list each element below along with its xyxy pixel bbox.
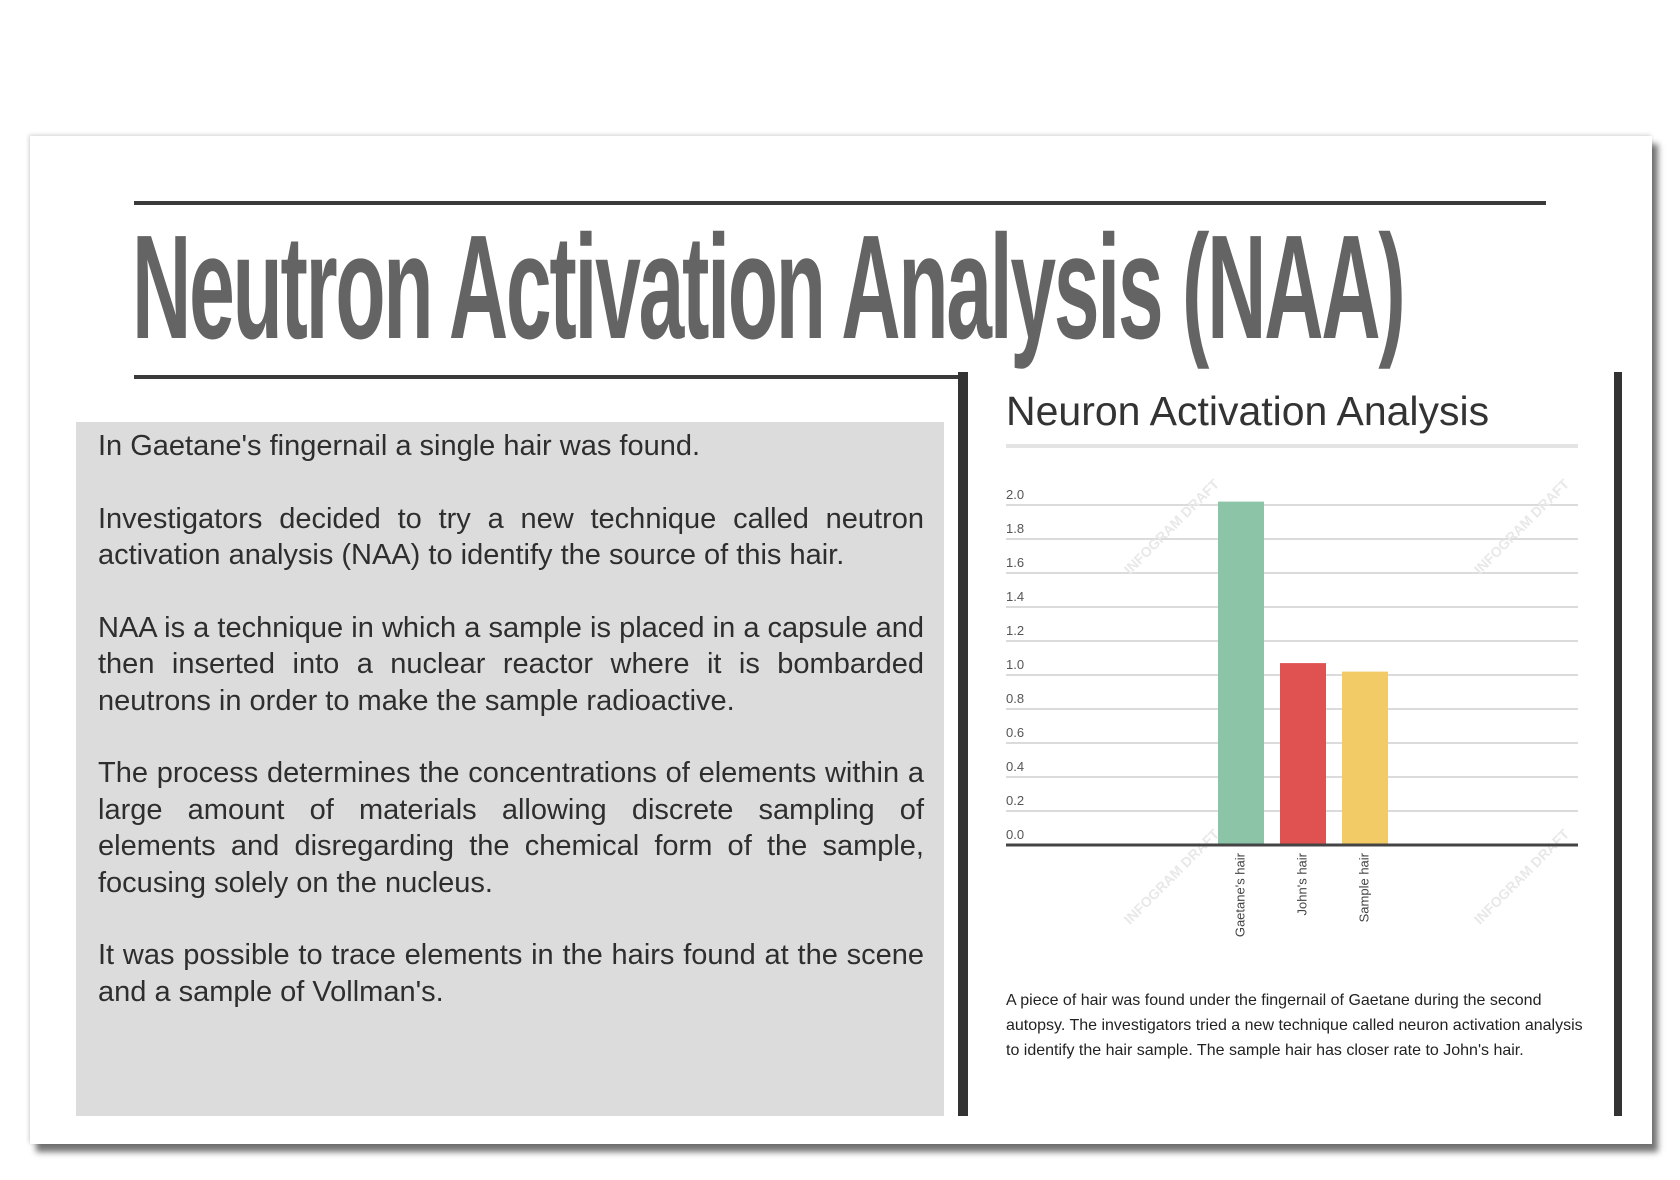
chart-caption: A piece of hair was found under the fing…: [1006, 992, 1583, 1059]
bar: [1342, 671, 1388, 845]
x-tick-label: John's hair: [1294, 852, 1309, 915]
paragraph-process: The process determines the concentration…: [98, 757, 924, 899]
title-underline: [134, 375, 966, 379]
y-tick-label: 0.8: [1006, 691, 1024, 706]
paragraph-investigators: Investigators decided to try a new techn…: [98, 502, 924, 572]
y-tick-label: 1.6: [1006, 555, 1024, 570]
bar: [1218, 501, 1264, 845]
y-tick-label: 2.0: [1006, 487, 1024, 502]
y-tick-label: 1.2: [1006, 623, 1024, 638]
watermark-text: INFOGRAM DRAFT: [1471, 475, 1573, 577]
paragraph-conclusion: It was possible to trace elements in the…: [98, 939, 924, 1008]
y-tick-label: 0.0: [1006, 827, 1024, 842]
watermark-text: INFOGRAM DRAFT: [1121, 475, 1223, 577]
x-tick-label: Sample hair: [1356, 852, 1371, 922]
bar: [1280, 663, 1326, 845]
watermark-text: INFOGRAM DRAFT: [1121, 825, 1223, 927]
chart-title: Neuron Activation Analysis: [1006, 388, 1490, 434]
divider-bar-right: [1614, 372, 1622, 1116]
y-tick-label: 0.6: [1006, 725, 1024, 740]
y-tick-label: 1.4: [1006, 589, 1024, 604]
paragraph-intro: In Gaetane's fingernail a single hair wa…: [98, 430, 701, 462]
chart-title-rule: [1006, 444, 1578, 448]
paragraph-naa-definition: NAA is a technique in which a sample is …: [98, 611, 924, 717]
page-title: Neutron Activation Analysis (NAA): [132, 205, 1406, 370]
y-tick-label: 1.8: [1006, 521, 1024, 536]
divider-bar-left: [958, 372, 968, 1116]
y-tick-label: 0.4: [1006, 759, 1024, 774]
text-panel: In Gaetane's fingernail a single hair wa…: [76, 422, 944, 1116]
x-tick-label: Gaetane's hair: [1232, 852, 1247, 937]
y-tick-label: 0.2: [1006, 793, 1024, 808]
title-top-rule: [134, 201, 1546, 205]
watermark-text: INFOGRAM DRAFT: [1471, 825, 1573, 927]
y-tick-label: 1.0: [1006, 657, 1024, 672]
